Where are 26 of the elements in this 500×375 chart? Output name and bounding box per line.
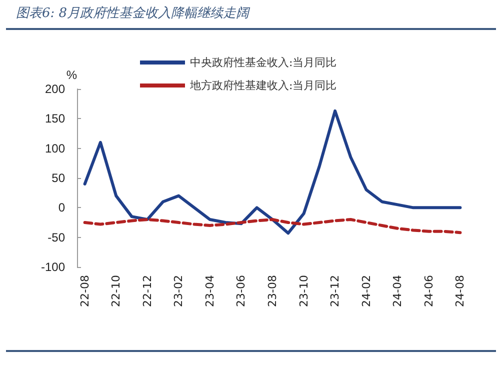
- chart-title: 图表6: 8月政府性基金收入降幅继续走阔: [16, 5, 250, 22]
- y-tick-label: 200: [44, 82, 66, 96]
- y-tick-label: 100: [44, 141, 66, 156]
- y-tick-label: -50: [48, 230, 66, 244]
- y-tick-label: 150: [44, 112, 66, 126]
- y-tick-label: 0: [58, 200, 66, 215]
- x-tick-label: 22-08: [78, 275, 92, 307]
- legend-label: 中央政府性基金收入:当月同比: [190, 56, 337, 69]
- x-tick-label: 24-08: [454, 275, 467, 307]
- x-tick-label: 23-10: [297, 275, 310, 307]
- x-tick-label: 23-06: [234, 275, 248, 307]
- x-tick-label: 24-02: [360, 275, 373, 307]
- x-tick-label: 23-12: [328, 275, 342, 307]
- y-tick-label: 50: [52, 171, 66, 185]
- x-tick-label: 23-02: [172, 275, 186, 307]
- x-tick-label: 23-08: [266, 275, 279, 307]
- line-series: [83, 109, 462, 235]
- x-tick-label: 23-04: [203, 275, 216, 307]
- line-series: [83, 218, 462, 234]
- x-tick-label: 22-12: [140, 275, 154, 307]
- x-tick-label: 24-04: [391, 275, 404, 307]
- x-tick-label: 24-06: [422, 275, 436, 307]
- y-axis-title: %: [66, 68, 78, 82]
- legend-label: 地方政府性基建收入:当月同比: [189, 79, 337, 92]
- y-tick-label: -100: [40, 260, 66, 274]
- x-tick-label: 22-10: [110, 275, 123, 307]
